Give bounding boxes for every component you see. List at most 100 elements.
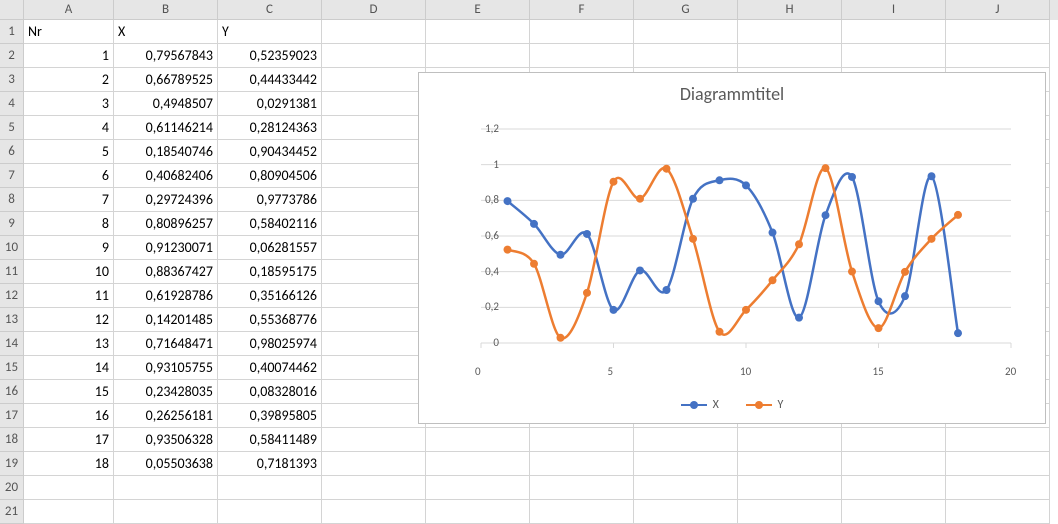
cell-c18[interactable]: 0,58411489 — [218, 428, 322, 452]
cell-j1[interactable] — [946, 20, 1050, 44]
cell-f18[interactable] — [530, 428, 634, 452]
cell-d9[interactable] — [322, 212, 426, 236]
column-header-f[interactable]: F — [530, 0, 634, 20]
row-header-2[interactable]: 2 — [0, 44, 24, 68]
cell-h2[interactable] — [738, 44, 842, 68]
cell-j20[interactable] — [946, 476, 1050, 500]
cell-f19[interactable] — [530, 452, 634, 476]
cell-a17[interactable]: 16 — [24, 404, 114, 428]
cell-b18[interactable]: 0,93506328 — [114, 428, 218, 452]
cell-a21[interactable] — [24, 500, 114, 524]
cell-g1[interactable] — [634, 20, 738, 44]
row-header-13[interactable]: 13 — [0, 308, 24, 332]
cell-g21[interactable] — [634, 500, 738, 524]
cell-j18[interactable] — [946, 428, 1050, 452]
cell-e18[interactable] — [426, 428, 530, 452]
cell-e2[interactable] — [426, 44, 530, 68]
cell-a18[interactable]: 17 — [24, 428, 114, 452]
cell-c1[interactable]: Y — [218, 20, 322, 44]
cell-i21[interactable] — [842, 500, 946, 524]
cell-e1[interactable] — [426, 20, 530, 44]
column-header-d[interactable]: D — [322, 0, 426, 20]
cell-b5[interactable]: 0,61146214 — [114, 116, 218, 140]
cell-j2[interactable] — [946, 44, 1050, 68]
cell-a11[interactable]: 10 — [24, 260, 114, 284]
row-header-20[interactable]: 20 — [0, 476, 24, 500]
row-header-21[interactable]: 21 — [0, 500, 24, 524]
cell-b1[interactable]: X — [114, 20, 218, 44]
cell-a8[interactable]: 7 — [24, 188, 114, 212]
column-header-c[interactable]: C — [218, 0, 322, 20]
cell-a16[interactable]: 15 — [24, 380, 114, 404]
cell-i19[interactable] — [842, 452, 946, 476]
cell-c7[interactable]: 0,80904506 — [218, 164, 322, 188]
cell-d1[interactable] — [322, 20, 426, 44]
cell-e21[interactable] — [426, 500, 530, 524]
cell-c9[interactable]: 0,58402116 — [218, 212, 322, 236]
cell-f21[interactable] — [530, 500, 634, 524]
cell-a6[interactable]: 5 — [24, 140, 114, 164]
cell-d20[interactable] — [322, 476, 426, 500]
cell-d15[interactable] — [322, 356, 426, 380]
cell-d11[interactable] — [322, 260, 426, 284]
row-header-3[interactable]: 3 — [0, 68, 24, 92]
cell-d13[interactable] — [322, 308, 426, 332]
cell-a19[interactable]: 18 — [24, 452, 114, 476]
cell-b6[interactable]: 0,18540746 — [114, 140, 218, 164]
cell-a3[interactable]: 2 — [24, 68, 114, 92]
cell-f2[interactable] — [530, 44, 634, 68]
column-header-h[interactable]: H — [738, 0, 842, 20]
column-header-j[interactable]: J — [946, 0, 1050, 20]
cell-g19[interactable] — [634, 452, 738, 476]
cell-b10[interactable]: 0,91230071 — [114, 236, 218, 260]
cell-d16[interactable] — [322, 380, 426, 404]
cell-c14[interactable]: 0,98025974 — [218, 332, 322, 356]
cell-j21[interactable] — [946, 500, 1050, 524]
cell-c21[interactable] — [218, 500, 322, 524]
cell-a15[interactable]: 14 — [24, 356, 114, 380]
row-header-19[interactable]: 19 — [0, 452, 24, 476]
cell-b21[interactable] — [114, 500, 218, 524]
cell-b4[interactable]: 0,4948507 — [114, 92, 218, 116]
cell-d21[interactable] — [322, 500, 426, 524]
row-header-11[interactable]: 11 — [0, 260, 24, 284]
cell-d8[interactable] — [322, 188, 426, 212]
row-header-12[interactable]: 12 — [0, 284, 24, 308]
cell-a9[interactable]: 8 — [24, 212, 114, 236]
row-header-10[interactable]: 10 — [0, 236, 24, 260]
cell-b7[interactable]: 0,40682406 — [114, 164, 218, 188]
cell-b14[interactable]: 0,71648471 — [114, 332, 218, 356]
cell-c16[interactable]: 0,08328016 — [218, 380, 322, 404]
cell-i2[interactable] — [842, 44, 946, 68]
row-header-4[interactable]: 4 — [0, 92, 24, 116]
embedded-chart[interactable]: Diagrammtitel X Y 00,20,40,60,811,205101… — [418, 72, 1046, 424]
cell-c20[interactable] — [218, 476, 322, 500]
cell-b2[interactable]: 0,79567843 — [114, 44, 218, 68]
cell-a20[interactable] — [24, 476, 114, 500]
cell-i18[interactable] — [842, 428, 946, 452]
cell-a10[interactable]: 9 — [24, 236, 114, 260]
cell-c15[interactable]: 0,40074462 — [218, 356, 322, 380]
cell-d2[interactable] — [322, 44, 426, 68]
select-all-corner[interactable] — [0, 0, 24, 20]
cell-c3[interactable]: 0,44433442 — [218, 68, 322, 92]
cell-i20[interactable] — [842, 476, 946, 500]
column-header-a[interactable]: A — [24, 0, 114, 20]
cell-c4[interactable]: 0,0291381 — [218, 92, 322, 116]
cell-c8[interactable]: 0,9773786 — [218, 188, 322, 212]
cell-h19[interactable] — [738, 452, 842, 476]
cell-b15[interactable]: 0,93105755 — [114, 356, 218, 380]
row-header-14[interactable]: 14 — [0, 332, 24, 356]
column-header-g[interactable]: G — [634, 0, 738, 20]
cell-c10[interactable]: 0,06281557 — [218, 236, 322, 260]
row-header-9[interactable]: 9 — [0, 212, 24, 236]
cell-h20[interactable] — [738, 476, 842, 500]
cell-b17[interactable]: 0,26256181 — [114, 404, 218, 428]
cell-d7[interactable] — [322, 164, 426, 188]
cell-g2[interactable] — [634, 44, 738, 68]
row-header-18[interactable]: 18 — [0, 428, 24, 452]
column-header-e[interactable]: E — [426, 0, 530, 20]
cell-c19[interactable]: 0,7181393 — [218, 452, 322, 476]
column-header-b[interactable]: B — [114, 0, 218, 20]
cell-a12[interactable]: 11 — [24, 284, 114, 308]
